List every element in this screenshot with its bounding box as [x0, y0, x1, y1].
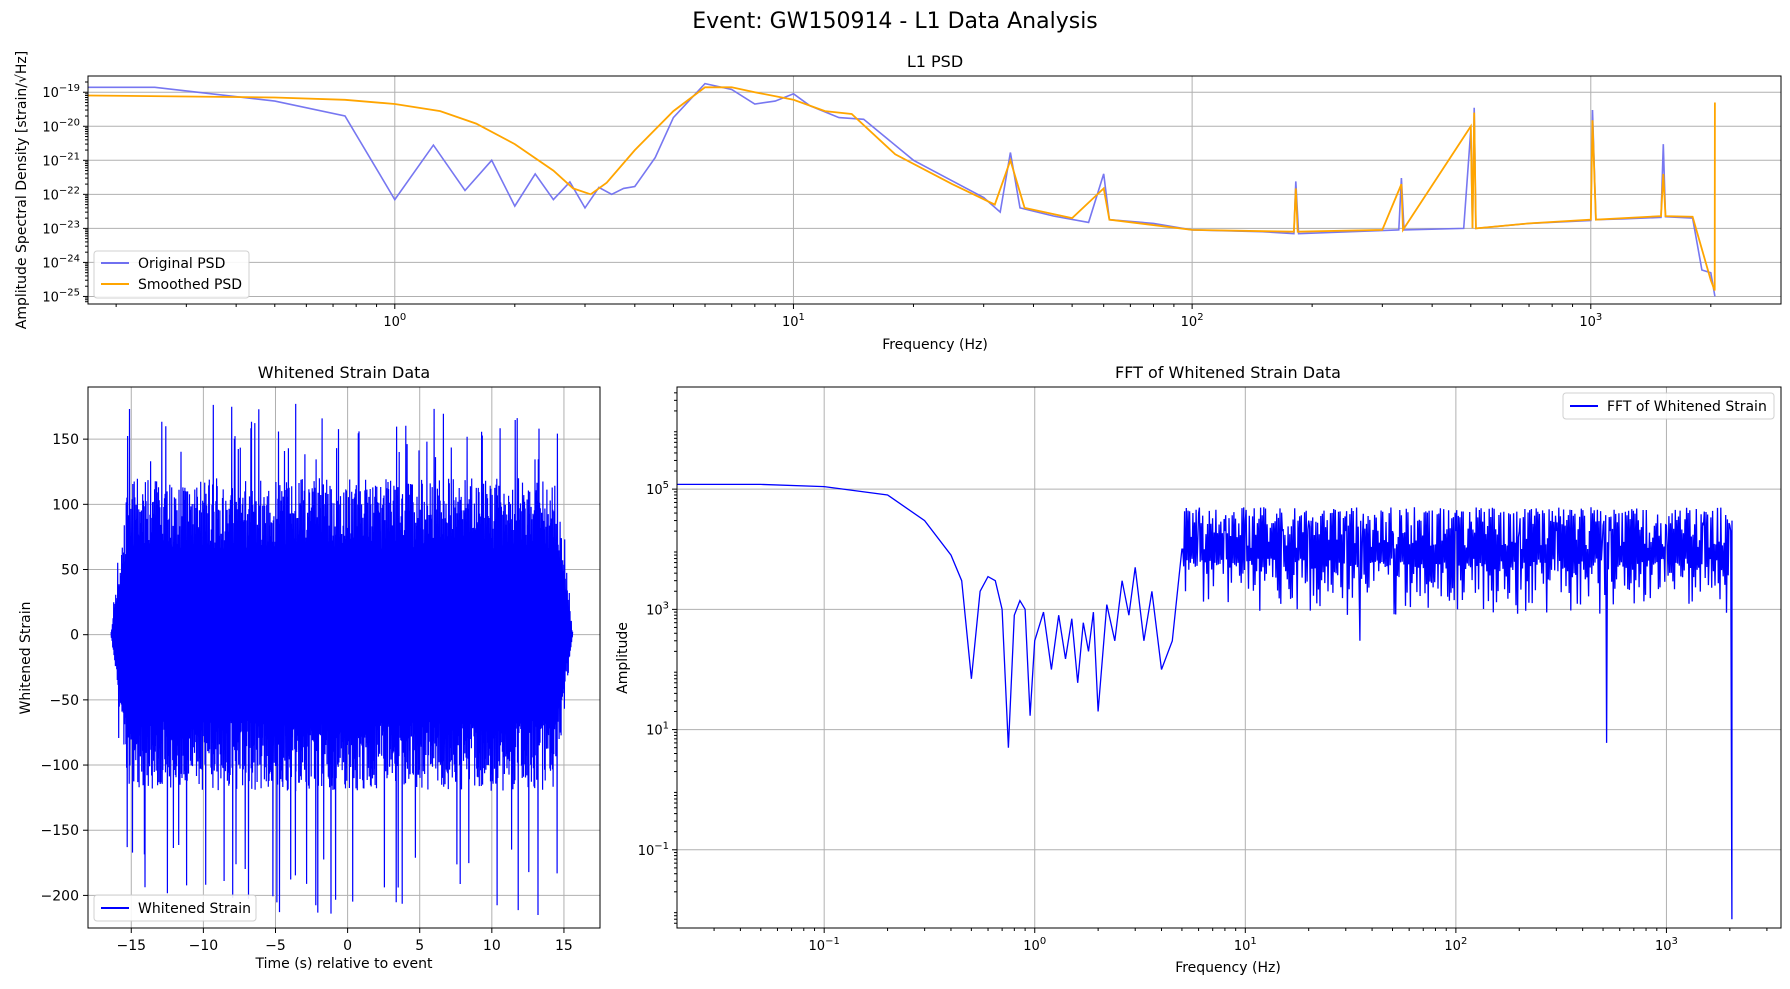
- strain-ytick-label: 150: [52, 432, 79, 448]
- psd-ytick-label: 10−25: [42, 287, 80, 305]
- fft-ytick-label: 10−1: [638, 841, 669, 859]
- psd-x-ticks: 100 101 102 103: [115, 304, 1712, 330]
- strain-legend-label: Whitened Strain: [138, 901, 251, 917]
- psd-chart: L1 PSD 100 101 102 103 10−19 10−20 10−21 10−22…: [14, 51, 1782, 353]
- psd-ytick-label: 10−22: [42, 185, 80, 203]
- fft-xlabel: Frequency (Hz): [1175, 960, 1281, 976]
- fft-legend-label: FFT of Whitened Strain: [1607, 399, 1767, 415]
- strain-y-ticks: 150 100 50 0 −50 −100 −150 −200: [41, 432, 88, 904]
- psd-xtick-label: 101: [782, 312, 805, 330]
- fft-series: [677, 483, 1733, 920]
- fft-xtick-label: 10−1: [809, 936, 840, 954]
- figure-suptitle: Event: GW150914 - L1 Data Analysis: [692, 9, 1098, 34]
- strain-xlabel: Time (s) relative to event: [254, 956, 433, 972]
- psd-legend-original-label: Original PSD: [138, 256, 225, 272]
- fft-ylabel: Amplitude: [615, 622, 631, 694]
- fft-xtick-label: 101: [1234, 936, 1257, 954]
- strain-xtick-label: 0: [343, 938, 352, 954]
- fft-xtick-label: 100: [1023, 936, 1046, 954]
- fft-ytick-label: 105: [646, 480, 669, 498]
- psd-ytick-label: 10−23: [42, 219, 80, 237]
- psd-series: [87, 82, 1716, 297]
- psd-legend: Original PSD Smoothed PSD: [93, 250, 250, 299]
- strain-xtick-label: 5: [415, 938, 424, 954]
- strain-series: [110, 403, 574, 915]
- strain-ytick-label: −150: [41, 823, 79, 839]
- fft-ytick-label: 101: [646, 721, 669, 739]
- psd-ytick-label: 10−21: [42, 151, 80, 169]
- fft-y-ticks: 105 103 101 10−1: [638, 392, 677, 924]
- strain-xtick-label: 10: [483, 938, 501, 954]
- strain-xtick-label: −10: [189, 938, 219, 954]
- psd-ytick-label: 10−24: [42, 253, 80, 271]
- strain-axes-frame: [87, 386, 601, 929]
- strain-chart: Whitened Strain Data −15 −10 −5 0 5 10 15 1501…: [18, 363, 601, 972]
- strain-ytick-label: −50: [49, 693, 79, 709]
- strain-ytick-label: 50: [61, 563, 79, 579]
- psd-xtick-label: 100: [383, 312, 406, 330]
- fft-line: [677, 483, 1733, 920]
- fft-legend: FFT of Whitened Strain: [1562, 392, 1775, 420]
- fft-xtick-label: 103: [1655, 936, 1678, 954]
- psd-xtick-label: 102: [1181, 312, 1204, 330]
- strain-xtick-label: −5: [265, 938, 286, 954]
- strain-ytick-label: −200: [41, 888, 79, 904]
- psd-ytick-label: 10−19: [42, 83, 80, 101]
- strain-ytick-label: 100: [52, 497, 79, 513]
- strain-line: [110, 403, 574, 915]
- strain-xtick-label: −15: [116, 938, 146, 954]
- fft-title: FFT of Whitened Strain Data: [1115, 363, 1341, 382]
- psd-xtick-label: 103: [1579, 312, 1602, 330]
- psd-smoothed-line: [87, 86, 1716, 291]
- psd-ylabel: Amplitude Spectral Density [strain/√Hz]: [14, 51, 30, 329]
- psd-y-ticks: 10−19 10−20 10−21 10−22 10−23 10−24 10−25: [42, 81, 88, 305]
- psd-ytick-label: 10−20: [42, 117, 80, 135]
- psd-axes-frame: [87, 75, 1782, 305]
- psd-title: L1 PSD: [907, 52, 963, 71]
- psd-original-line: [88, 82, 1716, 297]
- psd-xlabel: Frequency (Hz): [882, 337, 988, 353]
- fft-grid: [677, 387, 1781, 928]
- fft-chart: FFT of Whitened Strain Data 10−1 100 101 10…: [615, 363, 1782, 976]
- strain-title: Whitened Strain Data: [258, 363, 430, 382]
- strain-ylabel: Whitened Strain: [18, 601, 34, 714]
- fft-x-ticks: 10−1 100 101 102 103: [713, 928, 1768, 954]
- strain-ytick-label: 0: [70, 628, 79, 644]
- psd-grid: [88, 76, 1781, 304]
- fft-axes-frame: [676, 386, 1782, 929]
- fft-xtick-label: 102: [1444, 936, 1467, 954]
- strain-xtick-label: 15: [555, 938, 573, 954]
- strain-ytick-label: −100: [41, 758, 79, 774]
- psd-legend-smoothed-label: Smoothed PSD: [138, 277, 242, 293]
- strain-legend: Whitened Strain: [93, 894, 257, 922]
- fft-ytick-label: 103: [646, 600, 669, 618]
- strain-x-ticks: −15 −10 −5 0 5 10 15: [116, 928, 573, 954]
